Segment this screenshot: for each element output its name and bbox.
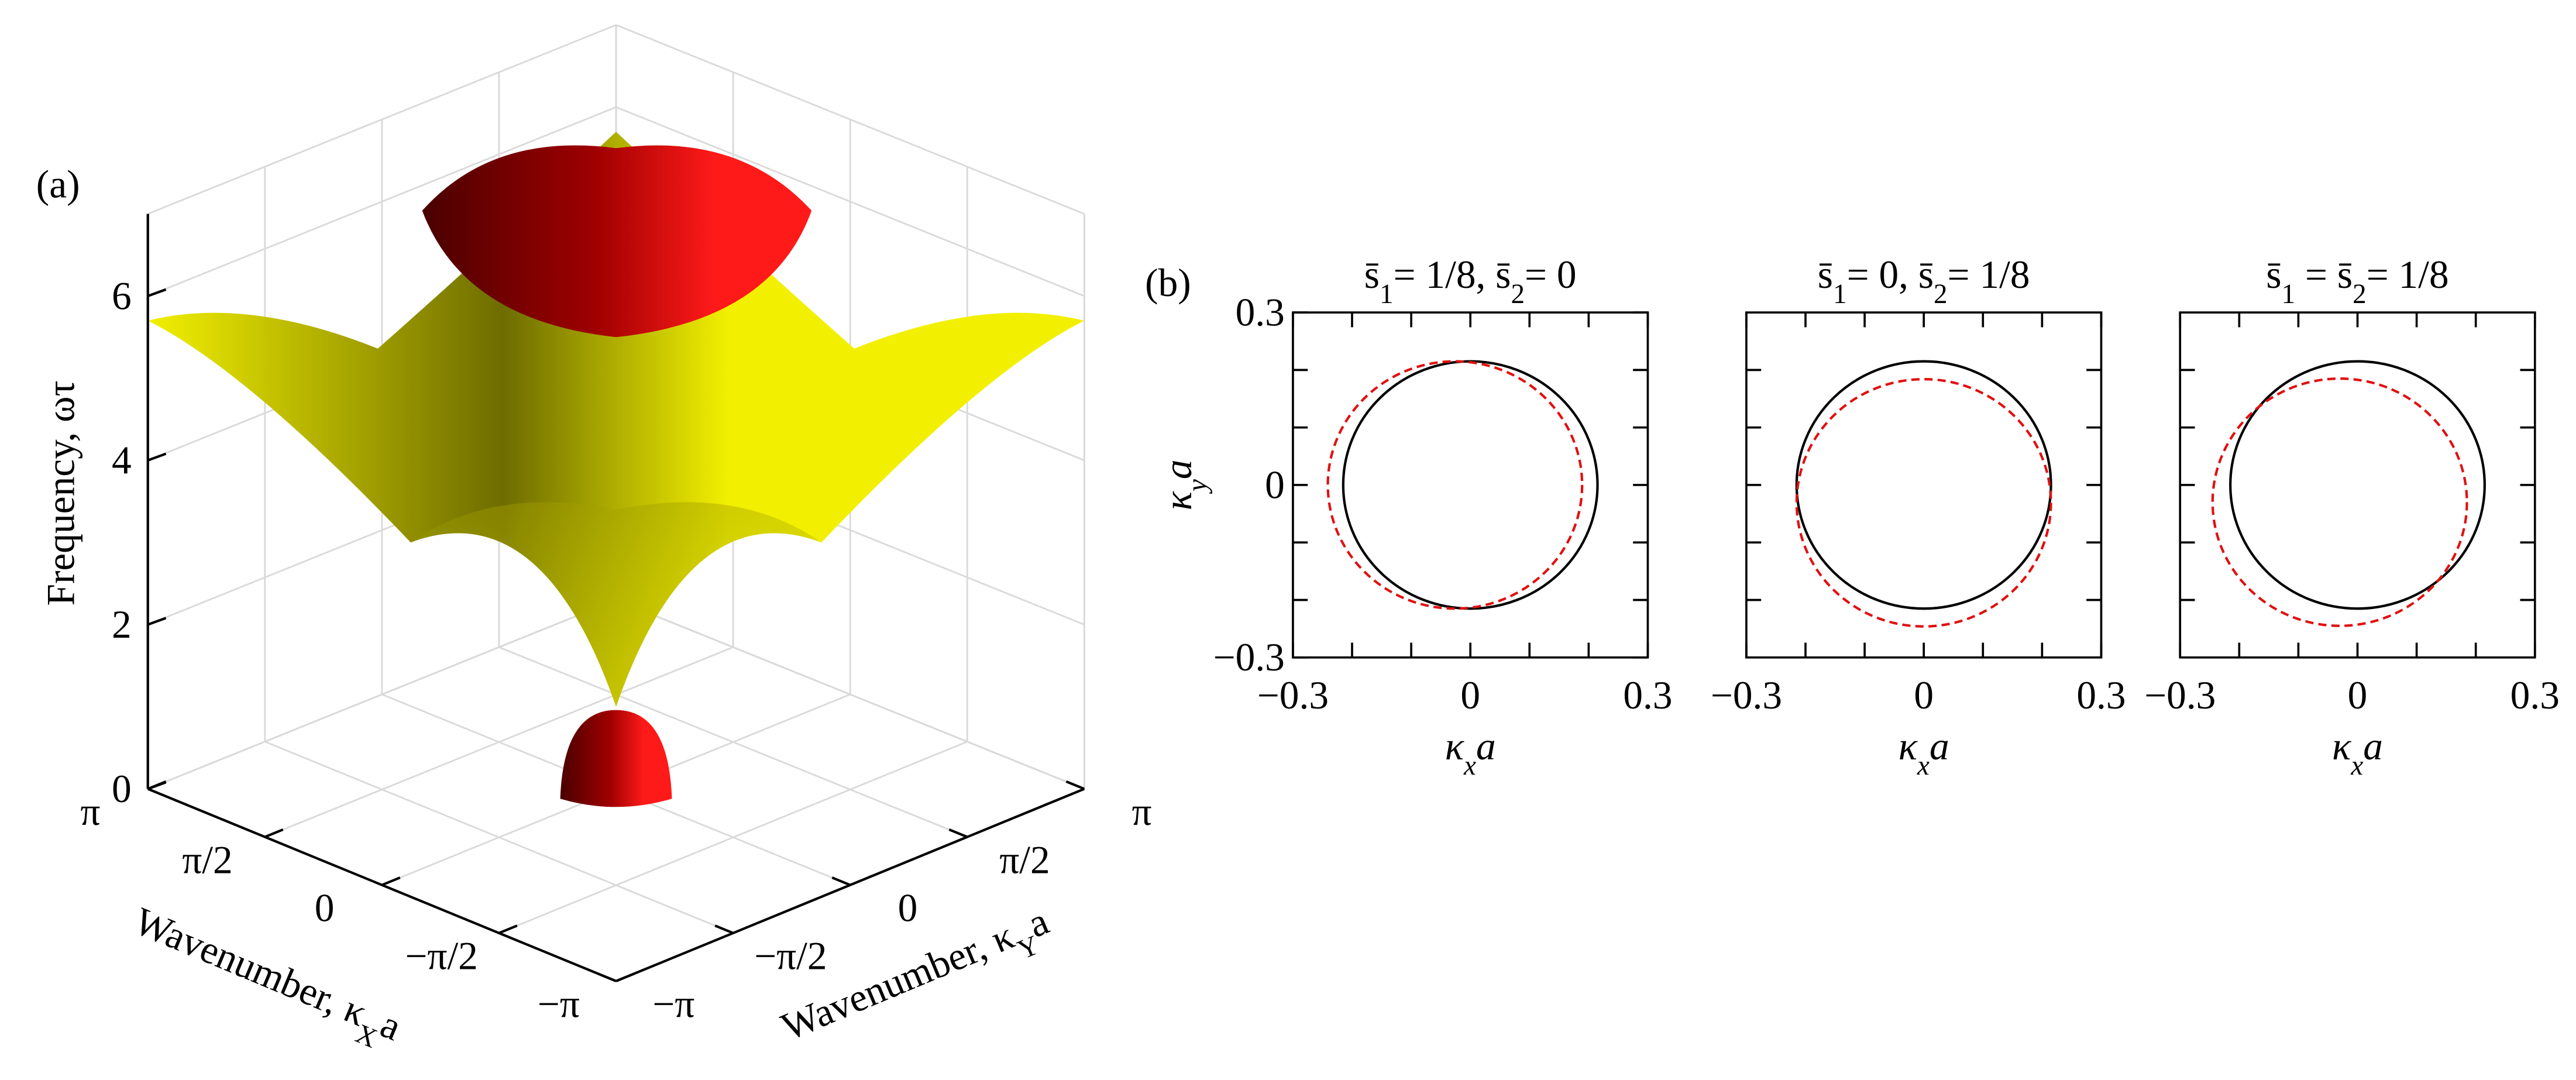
panel-label: (a) [36,163,80,207]
z-tick-label: 6 [112,274,132,318]
x-tick [498,924,518,934]
x-tick [147,780,167,790]
y-tick [948,828,968,838]
z-tick-label: 4 [112,438,132,482]
plot-title: s̄1= 1/8, s̄2= 0 [1364,253,1577,309]
plot-title-part: 1 [1380,279,1394,309]
x-axis-label-part: κ [2332,724,2352,768]
dispersion-curve [1342,360,1599,610]
z-axis-label-part: Frequency, ωτ [39,380,82,606]
plot-title-part: = 0 [1525,253,1577,297]
x-tick-label: 0.3 [2076,673,2126,717]
y-axis-label: κya [1156,459,1213,510]
upper-surface-bowl [422,145,812,338]
dispersion-curve [1795,377,2052,628]
dispersion-curve [2211,377,2468,627]
x-tick-label: −π [538,982,580,1026]
y-tick-label: −π/2 [754,934,827,978]
x-tick-label: 0 [1460,673,1480,717]
grid-line [615,599,1085,790]
plot-frame [1292,311,1649,659]
plot-title-part: = 1/8 [1948,253,2030,297]
x-tick-label: 0 [1914,673,1934,717]
plot-title: s̄1= 0, s̄2= 1/8 [1818,253,2030,309]
dispersion-curve [1326,360,1584,610]
y-tick-label: π/2 [999,838,1050,882]
plot-frame [1745,311,2103,659]
y-axis-label-part: y [1182,479,1213,494]
x-axis-label: κxa [1899,724,1949,781]
y-tick-label: 0 [1265,463,1285,507]
y-tick-label: 0 [898,886,918,930]
plot-title-part: = 0, s̄ [1847,253,1934,297]
plot-title-part: 1 [1833,279,1847,309]
x-axis-label-part: x [1917,751,1930,781]
x-tick-label: π [80,790,100,834]
panel-label: (b) [1145,261,1191,305]
x-tick-label: −0.3 [1257,673,1329,717]
plot-title-part: 2 [2353,279,2367,309]
x-axis-label-part: Wavenumber, κ [128,899,373,1034]
z-axis-label: Frequency, ωτ [39,380,82,606]
x-tick-label: 0 [315,886,335,930]
upper-surface-dome [560,710,672,807]
x-tick-label: 0 [2348,673,2368,717]
x-axis-label: Wavenumber, κXa [123,899,408,1061]
x-tick-label: 0.3 [2510,673,2560,717]
y-tick-label: π [1132,790,1152,834]
z-tick [147,452,167,462]
y-tick [1065,780,1085,790]
plot-title-part: = s̄ [2295,253,2353,297]
plot-title-part: 2 [1934,279,1948,309]
z-tick [147,288,167,297]
dispersion-curve [2229,360,2486,610]
y-tick-label: −π [652,982,694,1026]
x-axis-label-part: a [2363,724,2383,768]
y-tick [714,924,734,934]
plot-title-part: = 1/8, s̄ [1394,253,1511,297]
grid-line [264,741,734,934]
x-axis-label-part: x [1463,751,1476,781]
plot-title-part: = 1/8 [2367,253,2449,297]
x-axis-label-part: x [2350,751,2363,781]
y-axis-label-part: a [1156,459,1200,479]
x-tick [615,972,635,982]
y-tick [831,876,851,886]
plot-title: s̄1 = s̄2= 1/8 [2266,253,2448,309]
x-tick [381,876,401,886]
plot-title-part: s̄ [1818,253,1833,297]
x-tick [264,828,284,838]
x-tick-label: −π/2 [405,934,477,978]
x-axis-label-part: κ [1445,724,1465,768]
z-tick [147,617,167,626]
y-tick-label: −0.3 [1213,635,1285,679]
plot-title-part: 2 [1511,279,1525,309]
y-tick [597,972,617,982]
x-tick-label: −0.3 [2144,673,2216,717]
plot-title-part: s̄ [2266,253,2281,297]
plot-title-part: s̄ [1364,253,1380,297]
x-tick-label: 0.3 [1623,673,1672,717]
dispersion-curve [1795,360,2052,610]
x-tick-label: −0.3 [1711,673,1782,717]
x-axis-label: κxa [2332,724,2383,781]
y-axis-label-part: κ [1156,490,1200,510]
lower-surface [147,132,1085,707]
x-axis-label: κxa [1445,724,1496,781]
x-axis-label-part: a [1930,724,1949,768]
y-tick-label: 0.3 [1236,291,1285,335]
plot-frame [2179,311,2536,659]
z-tick-label: 2 [112,603,132,646]
z-tick-label: 0 [112,767,132,811]
lower-surface-rim [411,502,822,707]
grid-line [498,646,968,838]
plot-title-part: 1 [2282,279,2296,309]
x-axis-label-part: κ [1899,724,1918,768]
x-tick-label: π/2 [182,838,232,882]
x-axis-label-part: a [1476,724,1496,768]
